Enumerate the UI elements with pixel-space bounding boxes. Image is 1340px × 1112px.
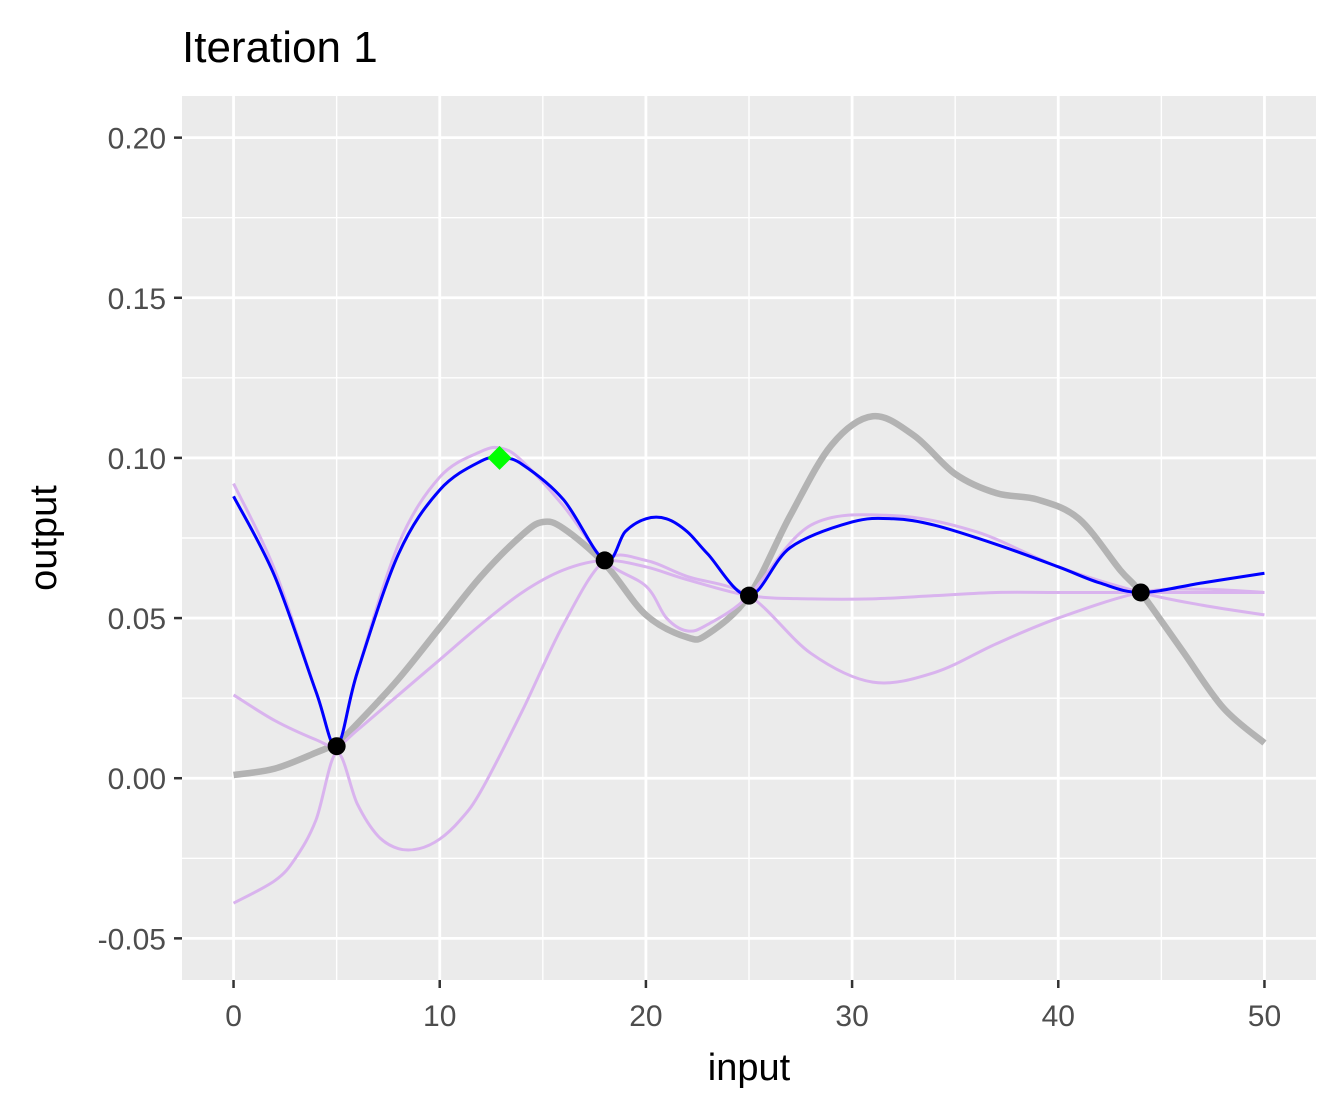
posterior-mean-line xyxy=(232,455,1265,748)
x-tick-label: 10 xyxy=(423,1000,456,1033)
y-tick-label: 0.20 xyxy=(108,123,166,156)
series-layer xyxy=(232,413,1267,905)
observation-point xyxy=(327,737,346,756)
observation-point xyxy=(595,551,614,570)
x-tick-label: 40 xyxy=(1042,1000,1075,1033)
posterior-sample-line xyxy=(232,553,1265,905)
x-tick-label: 50 xyxy=(1248,1000,1281,1033)
y-tick-label: 0.05 xyxy=(108,603,166,636)
x-tick-label: 30 xyxy=(835,1000,868,1033)
observation-point xyxy=(740,586,758,605)
true-function-line xyxy=(233,413,1267,779)
y-tick-label: 0.15 xyxy=(108,283,166,316)
y-tick-label: 0.00 xyxy=(108,763,166,796)
y-tick-label: -0.05 xyxy=(98,923,166,956)
observation-point xyxy=(1131,583,1150,602)
y-tick-label: 0.10 xyxy=(108,443,166,476)
y-axis-title: output xyxy=(23,485,65,591)
chart-title: Iteration 1 xyxy=(182,23,378,72)
grid-lines xyxy=(182,96,1316,980)
axes: 0 10 20 30 40 50 -0.05 0.00 0.05 0.10 0.15 0.20 xyxy=(98,123,1282,1033)
x-tick-label: 0 xyxy=(225,1000,242,1033)
x-tick-label: 20 xyxy=(629,1000,662,1033)
posterior-sample-line xyxy=(232,558,1265,749)
next-point-marker xyxy=(487,445,512,470)
observation-points xyxy=(327,445,1150,756)
x-axis-title: input xyxy=(708,1047,791,1089)
